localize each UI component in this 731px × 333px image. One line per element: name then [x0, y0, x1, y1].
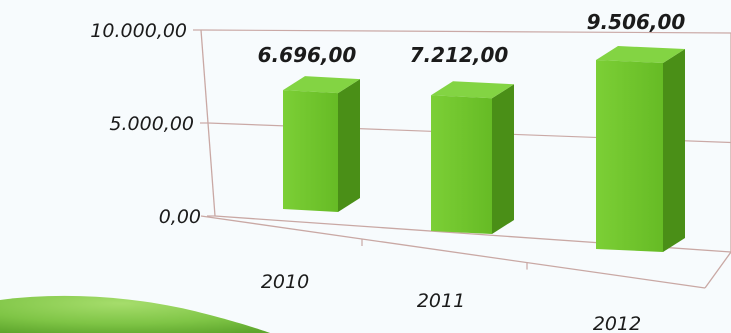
y-tick-label: 0,00: [159, 206, 201, 228]
data-label: 7.212,00: [410, 43, 509, 67]
data-label: 6.696,00: [258, 43, 357, 67]
bar-front-face: [283, 90, 338, 212]
gridline: [200, 29, 731, 34]
y-tick-label: 5.000,00: [109, 113, 194, 135]
bar-front-face: [431, 95, 492, 235]
x-category-label: 2011: [417, 290, 465, 312]
y-axis-labels: 0,00 5.000,00 10.000,00: [90, 20, 201, 228]
floor-right-edge: [704, 251, 731, 289]
y-tick-label: 10.000,00: [90, 20, 187, 42]
bar-top-face: [596, 46, 685, 64]
background-grass-shape: [0, 295, 270, 333]
bar-top-face: [431, 81, 514, 99]
bar-side-face: [492, 84, 514, 235]
x-category-label: 2012: [593, 313, 641, 333]
floor-front-edge: [200, 215, 706, 289]
data-labels: 6.696,00 7.212,00 9.506,00: [258, 10, 686, 67]
bar-2012: [596, 46, 685, 252]
x-axis-tick-marks: [361, 239, 528, 270]
y-axis-tick-marks: [193, 29, 215, 217]
bar-2010: [283, 76, 360, 213]
x-category-label: 2010: [261, 271, 309, 293]
bars: [283, 46, 685, 252]
bar-side-face: [663, 49, 685, 252]
bar-front-face: [596, 60, 663, 252]
bar-side-face: [338, 79, 360, 213]
bar-2011: [431, 81, 514, 235]
data-label: 9.506,00: [587, 10, 686, 34]
x-axis-labels: 2010 2011 2012: [261, 271, 641, 333]
bar-top-face: [283, 76, 360, 94]
